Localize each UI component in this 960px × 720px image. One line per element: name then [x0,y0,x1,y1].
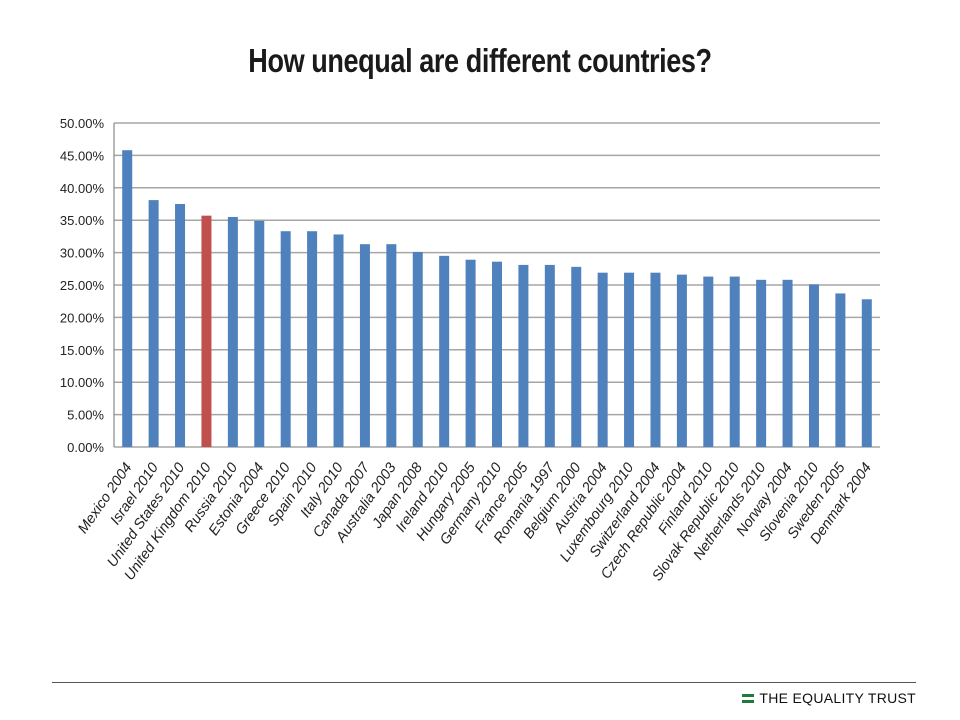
bar [676,274,687,447]
bar [492,261,502,447]
y-tick-label: 20.00% [60,310,105,325]
y-tick-label: 35.00% [60,213,105,228]
bar [861,299,872,447]
y-axis-ticks: 0.00% 5.00% 10.00% 15.00% 20.00% 25.00% 30.00%… [60,116,105,455]
brand-footer: THE EQUALITY TRUST [742,689,916,707]
bar [808,284,819,447]
y-tick-label: 5.00% [67,408,104,423]
y-tick-label: 25.00% [60,278,105,293]
bar-chart: 0.00% 5.00% 10.00% 15.00% 20.00% 25.00% 30.00%… [60,116,880,584]
y-tick-label: 40.00% [60,181,105,196]
bar [359,244,370,447]
bar [333,234,344,447]
bar [782,279,793,447]
bar [254,220,265,447]
bar [835,293,846,447]
bar [280,231,291,447]
bar [597,272,608,447]
equality-trust-logo-icon [742,693,755,704]
bar [571,266,582,447]
y-tick-label: 50.00% [60,116,105,131]
bar [544,264,555,447]
y-tick-label: 0.00% [67,440,104,455]
bar [439,255,450,447]
y-tick-label: 30.00% [60,246,105,261]
bar [650,272,661,447]
bar [624,272,635,447]
bar [412,251,423,447]
bar [703,276,714,447]
bar [175,204,186,447]
y-tick-label: 45.00% [60,148,105,163]
footer-divider [52,682,916,683]
bar [122,150,133,447]
bar [148,200,159,447]
brand-name: THE EQUALITY TRUST [759,690,916,706]
y-tick-label: 10.00% [60,375,105,390]
y-tick-label: 15.00% [60,343,105,358]
bar [386,244,397,447]
bar [518,264,529,447]
bar [307,231,318,447]
bar [227,216,238,447]
chart-title: How unequal are different countries? [248,42,712,79]
bar [729,276,740,447]
bars [122,150,872,447]
bar [756,279,767,447]
bar [465,259,476,447]
bar [201,215,212,447]
